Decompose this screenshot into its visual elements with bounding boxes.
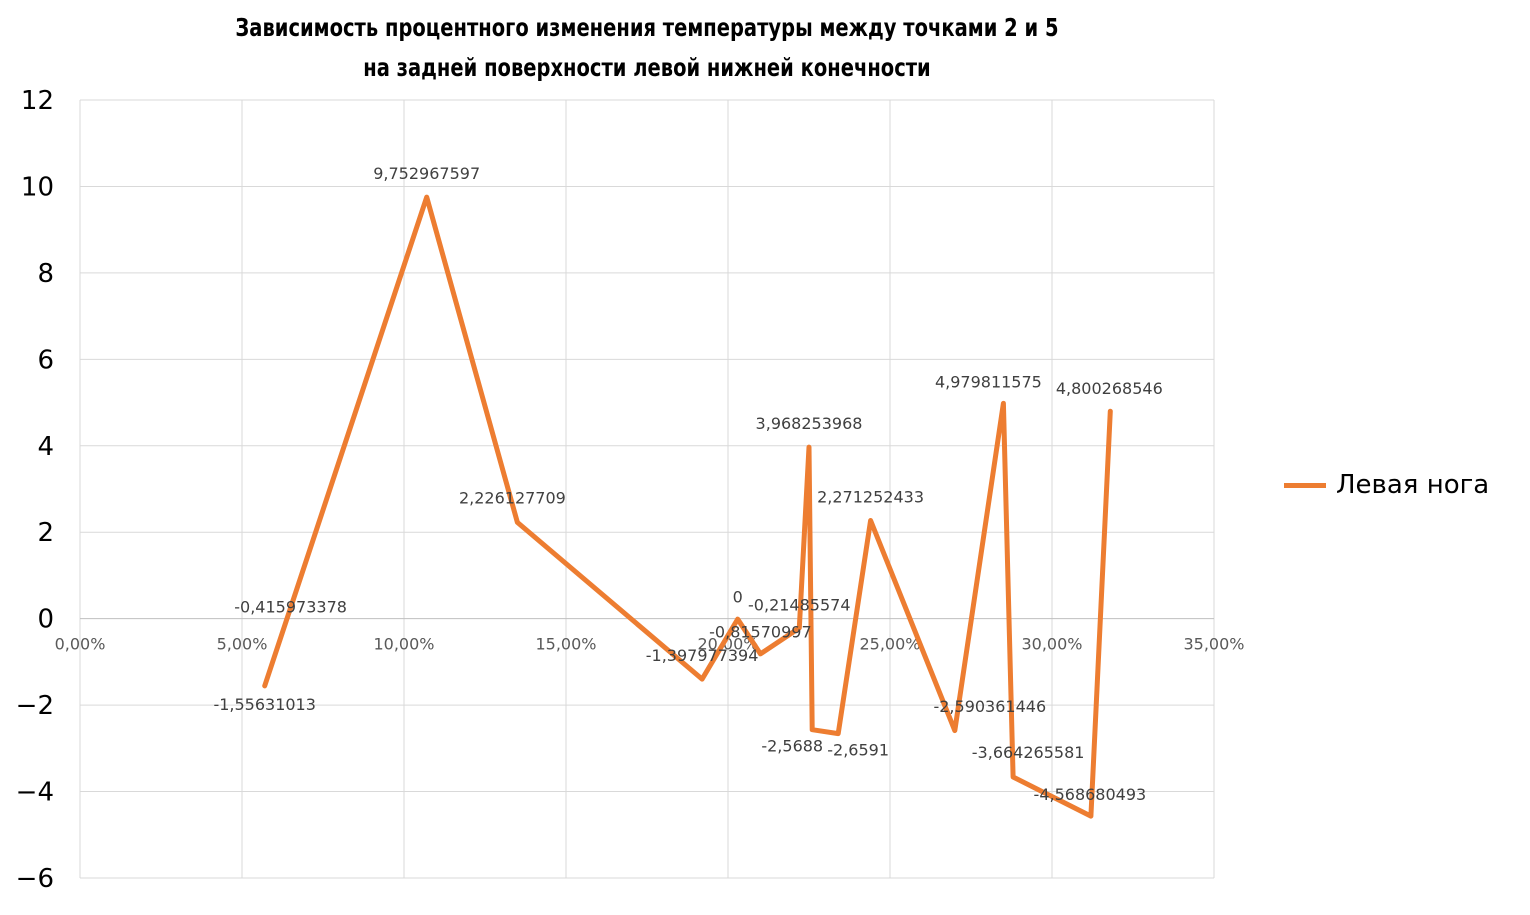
x-tick-label: 10,00% xyxy=(373,635,434,654)
y-tick-label: 12 xyxy=(21,86,54,116)
data-point xyxy=(953,729,957,733)
legend-swatch xyxy=(1284,482,1326,488)
y-tick-label: 2 xyxy=(37,518,54,548)
data-point xyxy=(758,652,762,656)
x-tick-label: 15,00% xyxy=(535,635,596,654)
data-point xyxy=(869,518,873,522)
legend: Левая нога xyxy=(1284,470,1489,500)
data-label: -2,590361446 xyxy=(933,697,1046,716)
data-point xyxy=(836,732,840,736)
chart-title: Зависимость процентного изменения темпер… xyxy=(205,8,1090,88)
data-label: 0 xyxy=(733,588,743,607)
chart-title-line-1: Зависимость процентного изменения темпер… xyxy=(235,13,1059,42)
x-tick-label: 0,00% xyxy=(55,635,106,654)
y-tick-label: −6 xyxy=(16,864,54,894)
x-tick-label: 25,00% xyxy=(859,635,920,654)
data-point xyxy=(797,626,801,630)
data-label: 3,968253968 xyxy=(756,414,863,433)
y-tick-label: 8 xyxy=(37,259,54,289)
data-point xyxy=(807,445,811,449)
data-label: 2,226127709 xyxy=(459,488,566,507)
data-label: -3,664265581 xyxy=(972,743,1085,762)
data-label: 4,800268546 xyxy=(1056,379,1163,398)
y-tick-label: 4 xyxy=(37,432,54,462)
y-tick-label: 10 xyxy=(21,172,54,202)
x-tick-label: 5,00% xyxy=(217,635,268,654)
x-tick-label: 20,00% xyxy=(697,635,758,654)
data-label: -4,568680493 xyxy=(1034,785,1147,804)
data-point xyxy=(263,684,267,688)
x-tick-label: 35,00% xyxy=(1183,635,1244,654)
series-line xyxy=(262,194,1113,819)
data-point xyxy=(515,520,519,524)
data-label: -2,6591 xyxy=(827,741,889,760)
data-label: 9,752967597 xyxy=(373,164,480,183)
y-tick-label: −4 xyxy=(16,778,54,808)
data-label: -1,397977394 xyxy=(646,646,759,665)
data-label: -0,21485574 xyxy=(748,596,850,615)
data-point xyxy=(425,195,429,199)
data-point xyxy=(1089,814,1093,818)
chart-title-line-2: на задней поверхности левой нижней конеч… xyxy=(363,53,931,82)
data-point xyxy=(810,728,814,732)
y-tick-label: 0 xyxy=(37,605,54,635)
data-point xyxy=(1001,401,1005,405)
data-label: 2,271252433 xyxy=(817,487,924,506)
data-label: -1,55631013 xyxy=(213,695,315,714)
data-label: -2,5688 xyxy=(761,737,823,756)
data-point xyxy=(700,677,704,681)
data-label-extra: -0,415973378 xyxy=(234,598,347,617)
legend-label: Левая нога xyxy=(1336,470,1490,500)
data-label: -0,81570997 xyxy=(709,623,811,642)
y-tick-label: 6 xyxy=(37,345,54,375)
data-point xyxy=(736,617,740,621)
x-tick-label: 30,00% xyxy=(1021,635,1082,654)
y-tick-label: −2 xyxy=(16,691,54,721)
data-point xyxy=(1011,775,1015,779)
data-label: 4,979811575 xyxy=(935,372,1042,391)
data-point xyxy=(1108,409,1112,413)
